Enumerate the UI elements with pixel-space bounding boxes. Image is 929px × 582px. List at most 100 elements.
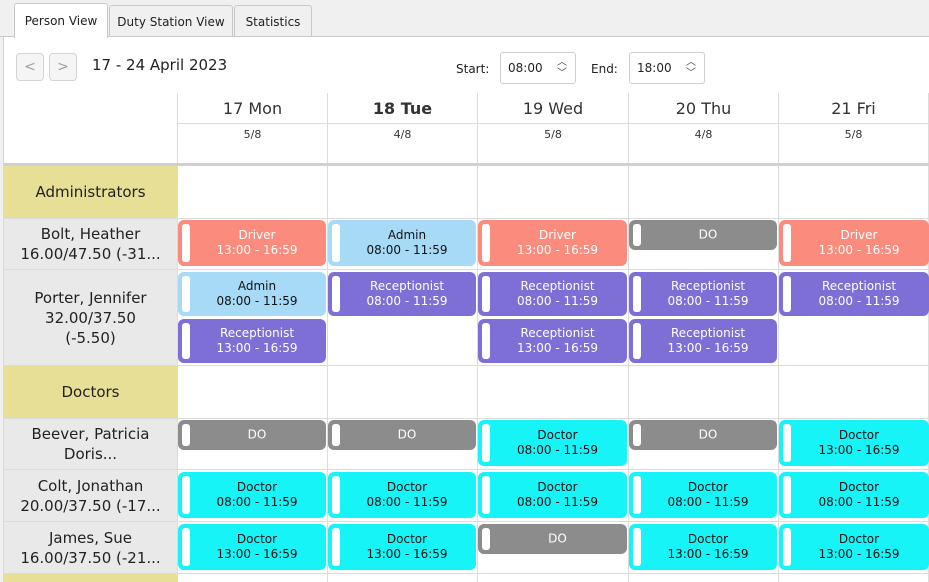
person-porter-jennifer[interactable]: Porter, Jennifer 32.00/37.50 (-5.50)	[4, 270, 177, 365]
shift-block[interactable]: Doctor 13:00 - 16:59	[779, 524, 929, 570]
shift-time: 13:00 - 16:59	[216, 547, 298, 561]
shift-handle	[783, 224, 791, 262]
shift-block[interactable]: Doctor 13:00 - 16:59	[178, 524, 326, 570]
shift-handle	[182, 424, 190, 446]
shift-handle	[332, 476, 340, 514]
shift-block[interactable]: Doctor 08:00 - 11:59	[478, 472, 627, 518]
day-header-thu[interactable]: 20 Thu 4/8	[629, 93, 778, 165]
shift-time: 13:00 - 16:59	[818, 547, 900, 561]
grid-line	[177, 93, 178, 582]
shift-block-day-off[interactable]: DO	[178, 420, 326, 450]
shift-time: 08:00 - 11:59	[366, 294, 448, 308]
chevron-left-icon: <	[24, 59, 36, 75]
shift-block[interactable]: Doctor 08:00 - 11:59	[478, 420, 627, 466]
day-header-wed[interactable]: 19 Wed 5/8	[478, 93, 628, 165]
shift-block[interactable]: Doctor 08:00 - 11:59	[178, 472, 326, 518]
shift-role: DO	[548, 531, 567, 546]
shift-block[interactable]: Receptionist 08:00 - 11:59	[779, 272, 929, 316]
tab-bar: Person View Duty Station View Statistics	[0, 0, 929, 38]
shift-time: 08:00 - 11:59	[516, 495, 599, 509]
shift-block[interactable]: Driver 13:00 - 16:59	[178, 220, 326, 266]
shift-block[interactable]: Receptionist 08:00 - 11:59	[478, 272, 627, 316]
day-name: 20 Thu	[675, 99, 732, 118]
shift-block[interactable]: Admin 08:00 - 11:59	[328, 220, 476, 266]
grid-line	[4, 521, 929, 522]
start-time-input[interactable]: 08:00 ︿ ﹀	[500, 52, 576, 84]
spinner-icon[interactable]: ︿ ﹀	[686, 57, 696, 79]
person-colt-jonathan[interactable]: Colt, Jonathan 20.00/37.50 (-17...	[4, 470, 177, 521]
day-header-fri[interactable]: 21 Fri 5/8	[779, 93, 928, 165]
day-header-tue[interactable]: 18 Tue 4/8	[328, 93, 477, 165]
shift-time: 13:00 - 16:59	[516, 341, 599, 355]
shift-role: Receptionist	[670, 279, 746, 293]
shift-block[interactable]: Doctor 13:00 - 16:59	[629, 524, 777, 570]
shift-block[interactable]: Doctor 13:00 - 16:59	[779, 420, 929, 466]
shift-handle	[332, 424, 340, 446]
shift-role: Doctor	[838, 480, 880, 494]
grid-line	[4, 218, 929, 219]
person-hours: 20.00/37.50 (-17...	[20, 496, 161, 515]
person-james-sue[interactable]: James, Sue 16.00/37.50 (-21...	[4, 522, 177, 573]
shift-handle	[482, 476, 490, 514]
tab-duty-station-view[interactable]: Duty Station View	[109, 5, 233, 37]
shift-block-day-off[interactable]: DO	[629, 420, 777, 450]
person-bolt-heather[interactable]: Bolt, Heather 16.00/47.50 (-31...	[4, 219, 177, 269]
shift-time: 13:00 - 16:59	[516, 243, 599, 257]
shift-role: Admin	[387, 228, 427, 242]
header-divider	[4, 163, 929, 166]
previous-week-button[interactable]: <	[16, 53, 44, 81]
shift-time: 13:00 - 16:59	[818, 243, 900, 257]
shift-role: DO	[247, 427, 267, 442]
grid-line	[327, 93, 328, 582]
shift-time: 13:00 - 16:59	[366, 547, 448, 561]
tab-person-view[interactable]: Person View	[14, 3, 108, 38]
shift-handle	[332, 276, 340, 312]
shift-block[interactable]: Receptionist 13:00 - 16:59	[478, 319, 627, 363]
group-header-doctors: Doctors	[4, 366, 177, 418]
end-time-input[interactable]: 18:00 ︿ ﹀	[629, 52, 705, 84]
shift-handle	[633, 476, 641, 514]
shift-block[interactable]: Driver 13:00 - 16:59	[478, 220, 627, 266]
shift-handle	[182, 323, 190, 359]
shift-time: 13:00 - 16:59	[667, 547, 749, 561]
shift-time: 08:00 - 11:59	[667, 495, 749, 509]
person-beever-patricia[interactable]: Beever, Patricia Doris...	[4, 419, 177, 469]
shift-block[interactable]: Driver 13:00 - 16:59	[779, 220, 929, 266]
shift-block[interactable]: Receptionist 08:00 - 11:59	[328, 272, 476, 316]
shift-role: Doctor	[537, 480, 578, 494]
grid-line	[628, 93, 629, 582]
shift-time: 08:00 - 11:59	[216, 294, 298, 308]
day-header-mon[interactable]: 17 Mon 5/8	[178, 93, 327, 165]
shift-block[interactable]: Receptionist 13:00 - 16:59	[629, 319, 777, 363]
shift-block[interactable]: Doctor 08:00 - 11:59	[779, 472, 929, 518]
shift-role: Admin	[237, 279, 277, 293]
shift-handle	[182, 276, 190, 312]
shift-role: Receptionist	[520, 326, 595, 340]
shift-block[interactable]: Doctor 08:00 - 11:59	[629, 472, 777, 518]
shift-time: 08:00 - 11:59	[818, 294, 900, 308]
shift-role: Receptionist	[520, 279, 595, 293]
shift-block[interactable]: Receptionist 08:00 - 11:59	[629, 272, 777, 316]
shift-block[interactable]: Doctor 13:00 - 16:59	[328, 524, 476, 570]
shift-block[interactable]: Admin 08:00 - 11:59	[178, 272, 326, 316]
next-week-button[interactable]: >	[49, 53, 77, 81]
shift-block-day-off[interactable]: DO	[478, 524, 627, 554]
spinner-icon[interactable]: ︿ ﹀	[557, 57, 567, 79]
start-time-label: Start:	[456, 62, 490, 76]
person-name: Colt, Jonathan	[37, 476, 144, 495]
tab-statistics[interactable]: Statistics	[234, 5, 312, 37]
shift-block[interactable]: Doctor 08:00 - 11:59	[328, 472, 476, 518]
person-hours: Doris...	[63, 445, 118, 463]
tab-divider	[0, 36, 929, 37]
shift-role: DO	[397, 427, 417, 442]
shift-role: Receptionist	[670, 326, 746, 340]
person-name: Beever, Patricia	[31, 425, 150, 443]
grid-line	[4, 418, 929, 419]
person-hours: 16.00/37.50 (-21...	[20, 548, 161, 567]
shift-block-day-off[interactable]: DO	[629, 220, 777, 250]
shift-block-day-off[interactable]: DO	[328, 420, 476, 450]
shift-block[interactable]: Receptionist 13:00 - 16:59	[178, 319, 326, 363]
shift-handle	[482, 323, 490, 359]
shift-role: Driver	[238, 228, 276, 242]
shift-handle	[633, 323, 641, 359]
